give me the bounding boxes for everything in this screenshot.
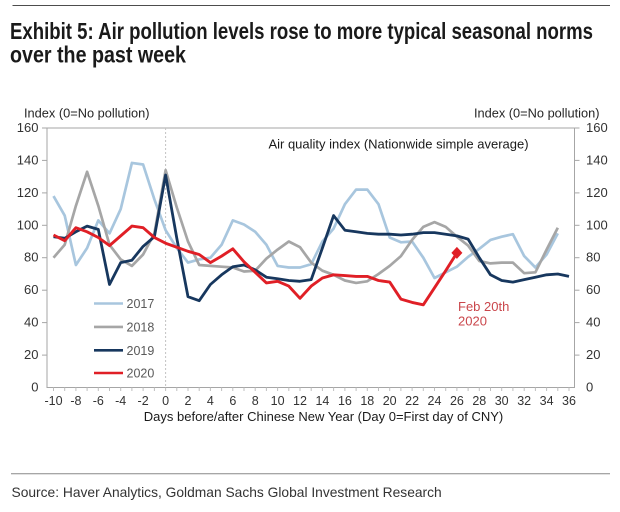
svg-text:6: 6 — [229, 394, 236, 408]
svg-text:40: 40 — [24, 315, 38, 330]
svg-text:-2: -2 — [138, 394, 149, 408]
svg-text:Days before/after Chinese New: Days before/after Chinese New Year (Day … — [144, 409, 503, 424]
svg-text:18: 18 — [360, 394, 374, 408]
svg-text:0: 0 — [586, 380, 593, 395]
svg-text:12: 12 — [293, 394, 307, 408]
svg-text:2018: 2018 — [127, 320, 155, 334]
svg-text:2019: 2019 — [127, 344, 155, 358]
svg-text:20: 20 — [24, 347, 38, 362]
svg-text:Feb 20th: Feb 20th — [458, 299, 509, 314]
svg-text:2020: 2020 — [458, 314, 487, 329]
svg-text:16: 16 — [338, 394, 352, 408]
svg-text:24: 24 — [428, 394, 442, 408]
svg-text:10: 10 — [271, 394, 285, 408]
svg-text:140: 140 — [17, 152, 39, 167]
svg-text:60: 60 — [24, 282, 38, 297]
svg-text:2017: 2017 — [127, 297, 155, 311]
svg-text:160: 160 — [17, 120, 39, 135]
svg-text:120: 120 — [586, 185, 608, 200]
svg-text:4: 4 — [207, 394, 214, 408]
svg-text:32: 32 — [517, 394, 531, 408]
svg-text:22: 22 — [405, 394, 419, 408]
svg-text:36: 36 — [562, 394, 576, 408]
svg-text:0: 0 — [162, 394, 169, 408]
svg-text:14: 14 — [315, 394, 329, 408]
svg-text:80: 80 — [24, 250, 38, 265]
svg-text:-4: -4 — [115, 394, 126, 408]
svg-text:-6: -6 — [93, 394, 104, 408]
svg-text:Air quality index (Nationwide: Air quality index (Nationwide simple ave… — [268, 137, 528, 152]
svg-text:120: 120 — [17, 185, 39, 200]
svg-text:30: 30 — [495, 394, 509, 408]
svg-text:Index (0=No pollution): Index (0=No pollution) — [24, 106, 150, 121]
svg-text:34: 34 — [540, 394, 554, 408]
svg-text:26: 26 — [450, 394, 464, 408]
svg-text:Source: Haver Analytics, Goldm: Source: Haver Analytics, Goldman Sachs G… — [12, 485, 442, 500]
svg-text:Index (0=No pollution): Index (0=No pollution) — [474, 106, 600, 121]
svg-text:8: 8 — [252, 394, 259, 408]
svg-text:140: 140 — [586, 152, 608, 167]
svg-text:40: 40 — [586, 315, 600, 330]
svg-text:2020: 2020 — [127, 367, 155, 381]
svg-text:2: 2 — [185, 394, 192, 408]
svg-text:100: 100 — [586, 217, 608, 232]
svg-text:over the past week: over the past week — [10, 42, 186, 68]
svg-text:-8: -8 — [70, 394, 81, 408]
svg-text:-10: -10 — [44, 394, 62, 408]
svg-text:160: 160 — [586, 120, 608, 135]
svg-text:Exhibit 5: Air pollution level: Exhibit 5: Air pollution levels rose to … — [10, 18, 593, 44]
svg-text:28: 28 — [472, 394, 486, 408]
svg-text:100: 100 — [17, 217, 39, 232]
svg-text:20: 20 — [383, 394, 397, 408]
svg-text:80: 80 — [586, 250, 600, 265]
svg-text:60: 60 — [586, 282, 600, 297]
svg-text:20: 20 — [586, 347, 600, 362]
svg-text:0: 0 — [31, 380, 38, 395]
